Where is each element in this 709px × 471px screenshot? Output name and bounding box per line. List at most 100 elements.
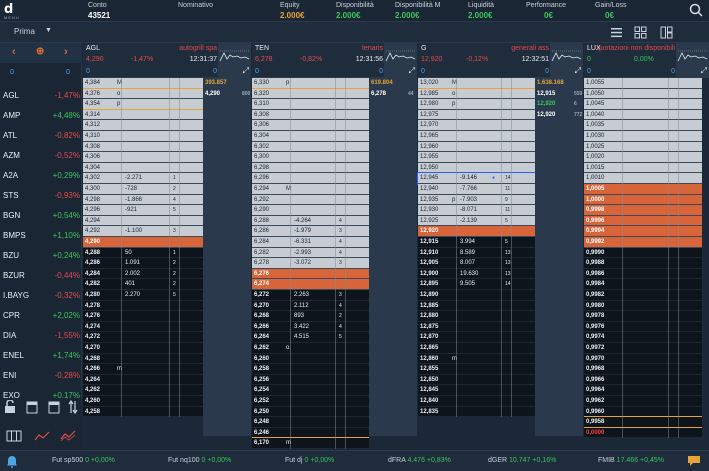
table-row[interactable]: 12,890: [418, 290, 535, 301]
table-row[interactable]: 6,252: [252, 396, 369, 407]
table-row[interactable]: 12,835: [418, 406, 535, 418]
table-row[interactable]: 0,9972: [584, 343, 702, 354]
list-item[interactable]: BZU +0,24%: [0, 246, 82, 266]
table-row[interactable]: 4,270: [83, 343, 203, 354]
table-row[interactable]: 6,270 2.112 4: [252, 300, 369, 312]
list-item[interactable]: AGL -1,47%: [0, 86, 82, 106]
table-row[interactable]: 0,9992: [584, 237, 702, 248]
table-row[interactable]: 4,312: [83, 120, 203, 131]
table-row[interactable]: 6,288 -4.264 4: [252, 215, 369, 227]
table-row[interactable]: 12,935 p -7.903 9: [418, 194, 535, 206]
table-row[interactable]: 4,292 -1.100 3: [83, 226, 203, 237]
table-row[interactable]: 12,970: [418, 120, 535, 131]
table-row[interactable]: 12,845: [418, 385, 535, 396]
menu-logo[interactable]: d MENU: [4, 2, 24, 20]
table-row[interactable]: 6,272 2.263 3: [252, 290, 369, 301]
calendar-alt-icon[interactable]: [48, 400, 60, 414]
table-row[interactable]: 0,9998: [584, 205, 702, 216]
table-row[interactable]: 4,276: [83, 311, 203, 322]
table-row[interactable]: 12,840: [418, 396, 535, 407]
table-row[interactable]: 4,300 -728 2: [83, 184, 203, 195]
table-row[interactable]: 6,266 3.422 4: [252, 321, 369, 333]
table-row[interactable]: 6,282 -2.993 4: [252, 247, 369, 259]
table-row[interactable]: 6,258: [252, 364, 369, 375]
calendar-icon[interactable]: [26, 400, 38, 414]
table-row[interactable]: 1,0000: [584, 194, 702, 206]
table-row[interactable]: 6,248: [252, 417, 369, 428]
table-row[interactable]: 6,304: [252, 131, 369, 142]
expand-icon[interactable]: ⤢: [408, 66, 415, 75]
table-row[interactable]: 0,9970: [584, 353, 702, 365]
list-item[interactable]: DIA -1,55%: [0, 326, 82, 346]
prev-arrow-icon[interactable]: ‹: [12, 46, 16, 58]
table-row[interactable]: 6,302: [252, 141, 369, 153]
table-row[interactable]: 4,274: [83, 321, 203, 333]
table-row[interactable]: 12,950: [418, 162, 535, 174]
table-row[interactable]: 6,296: [252, 173, 369, 184]
table-row[interactable]: 6,330 p: [252, 78, 369, 89]
table-row[interactable]: 4,262: [83, 385, 203, 396]
table-row[interactable]: 6,274: [252, 279, 369, 290]
list-item[interactable]: BZUR -0,44%: [0, 266, 82, 286]
table-row[interactable]: 0,9980: [584, 300, 702, 312]
list-item[interactable]: STS -0,93%: [0, 186, 82, 206]
table-row[interactable]: 13,020 M: [418, 78, 535, 89]
table-row[interactable]: 12,980 p: [418, 99, 535, 110]
table-row[interactable]: 12,850: [418, 374, 535, 386]
table-row[interactable]: 6,256: [252, 374, 369, 386]
table-row[interactable]: 1,0035: [584, 120, 702, 131]
table-row[interactable]: 0,9974: [584, 332, 702, 343]
table-row[interactable]: 0,9982: [584, 290, 702, 301]
sparkline-chart[interactable]: [676, 43, 709, 78]
sort-icon[interactable]: [68, 400, 78, 414]
list-item[interactable]: BMPS +1,10%: [0, 226, 82, 246]
table-row[interactable]: 1,0010: [584, 173, 702, 184]
table-row[interactable]: 12,900 19.630 13: [418, 268, 535, 280]
list-item[interactable]: AZM -0,52%: [0, 146, 82, 166]
table-row[interactable]: 12,965: [418, 131, 535, 142]
list-item[interactable]: AMP +4,48%: [0, 106, 82, 126]
table-row[interactable]: 4,306: [83, 152, 203, 163]
footer-index-fut-nq100[interactable]: Fut nq100 0 +0,00%: [168, 457, 231, 464]
table-row[interactable]: 4,284 2.002 2: [83, 268, 203, 280]
table-row[interactable]: 4,266 m: [83, 364, 203, 375]
table-row[interactable]: 12,955: [418, 152, 535, 163]
table-row[interactable]: 0,9960: [584, 406, 702, 418]
footer-index-fmib[interactable]: FMIB 17.466 +0,45%: [598, 457, 664, 464]
sparkline-chart[interactable]: [218, 43, 251, 78]
table-row[interactable]: 4,280 2.270 5: [83, 290, 203, 301]
table-row[interactable]: 1,0005: [584, 184, 702, 195]
bell-icon[interactable]: [6, 455, 18, 468]
table-row[interactable]: 4,272: [83, 332, 203, 343]
table-row[interactable]: 12,855: [418, 364, 535, 375]
table-row[interactable]: 1,0015: [584, 162, 702, 174]
table-row[interactable]: 1,0025: [584, 141, 702, 153]
table-row[interactable]: 12,905 8.007 13: [418, 258, 535, 269]
table-row[interactable]: 4,314: [83, 109, 203, 121]
table-row[interactable]: 0,9962: [584, 396, 702, 407]
table-row[interactable]: 6,290: [252, 205, 369, 216]
table-row[interactable]: 0,0000: [584, 427, 702, 439]
footer-index-dfra[interactable]: dFRA 4.476 +0,83%: [388, 457, 451, 464]
table-row[interactable]: 4,258: [83, 406, 203, 418]
table-row[interactable]: 6,292: [252, 194, 369, 206]
table-row[interactable]: 4,264: [83, 374, 203, 386]
candle-chart-icon[interactable]: [60, 430, 76, 442]
table-row[interactable]: 12,860 m: [418, 353, 535, 365]
table-row[interactable]: 0,9988: [584, 258, 702, 269]
list-item[interactable]: ATL -0,82%: [0, 126, 82, 146]
table-row[interactable]: 4,308: [83, 141, 203, 153]
table-row[interactable]: 12,880: [418, 311, 535, 322]
footer-index-fut-dj[interactable]: Fut dj 0 +0,00%: [285, 457, 334, 464]
line-chart-icon[interactable]: [34, 430, 50, 442]
table-row[interactable]: 12,895 9.505 14: [418, 279, 535, 290]
footer-index-dger[interactable]: dGER 10.747 +0,16%: [488, 457, 556, 464]
grid-icon[interactable]: [634, 26, 647, 39]
table-row[interactable]: 6,286 -1.979 3: [252, 226, 369, 237]
table-row[interactable]: 4,302 -2.271 1: [83, 173, 203, 184]
columns-icon[interactable]: [660, 26, 673, 39]
expand-icon[interactable]: ⤢: [574, 66, 581, 75]
table-row[interactable]: 6,278 -3.072 3: [252, 258, 369, 269]
table-row[interactable]: 6,306: [252, 120, 369, 131]
expand-icon[interactable]: ⤢: [242, 66, 249, 75]
